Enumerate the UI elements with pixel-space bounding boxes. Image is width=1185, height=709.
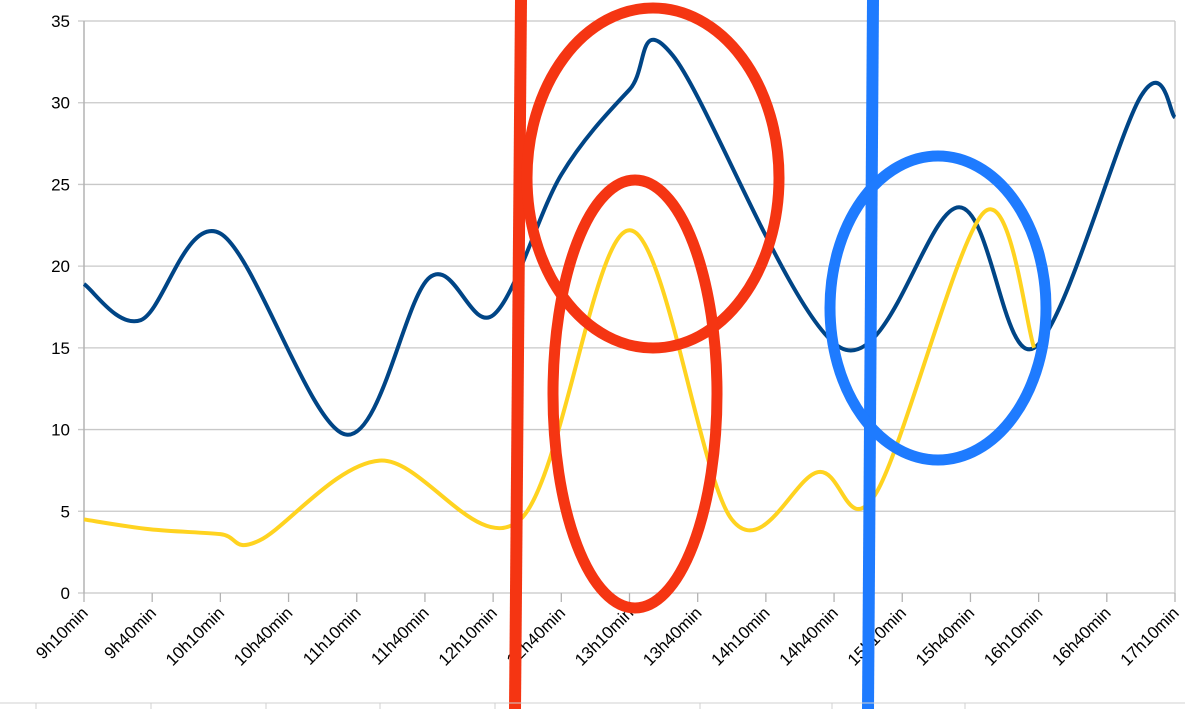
series-lines bbox=[82, 37, 1177, 548]
x-tick-label: 14h10min bbox=[707, 603, 773, 669]
y-tick-label: 20 bbox=[51, 257, 70, 276]
blue-vertical-annotation-line bbox=[862, 0, 879, 709]
spreadsheet-grid-edge bbox=[0, 702, 1185, 709]
x-tick-label: 17h10min bbox=[1117, 603, 1183, 669]
red-annotation-ellipse-top bbox=[521, 2, 785, 354]
y-tick-label: 30 bbox=[51, 94, 70, 113]
blue-annotation-ellipse bbox=[824, 150, 1052, 466]
x-tick-label: 15h40min bbox=[912, 603, 978, 669]
x-tick-label: 9h10min bbox=[32, 603, 92, 663]
x-tick-label: 15h10min bbox=[844, 603, 910, 669]
series-line-2 bbox=[83, 207, 1036, 548]
y-tick-label: 0 bbox=[61, 584, 70, 603]
gridlines bbox=[78, 20, 1176, 594]
y-tick-label: 25 bbox=[51, 175, 70, 194]
x-tick-label: 11h40min bbox=[367, 603, 432, 668]
x-tick-label: 10h40min bbox=[230, 603, 296, 669]
y-tick-label: 35 bbox=[51, 12, 70, 31]
annotations bbox=[509, 0, 1052, 709]
y-tick-label: 10 bbox=[51, 421, 70, 440]
x-tick-label: 14h40min bbox=[776, 603, 842, 669]
red-vertical-annotation-line bbox=[509, 0, 527, 709]
x-tick-label: 12h10min bbox=[435, 603, 501, 669]
x-tick-label: 9h40min bbox=[100, 603, 160, 663]
series-line-1 bbox=[82, 37, 1177, 437]
x-tick-label: 11h10min bbox=[299, 603, 364, 668]
x-tick-label: 10h10min bbox=[162, 603, 228, 669]
y-tick-label: 5 bbox=[61, 502, 70, 521]
x-tick-label: 13h40min bbox=[639, 603, 705, 669]
y-tick-label: 15 bbox=[51, 339, 70, 358]
red-annotation-ellipse-bottom bbox=[547, 174, 723, 614]
x-tick-label: 13h10min bbox=[571, 603, 637, 669]
x-tick-label: 16h40min bbox=[1048, 603, 1114, 669]
x-tick-label: 16h10min bbox=[980, 603, 1046, 669]
